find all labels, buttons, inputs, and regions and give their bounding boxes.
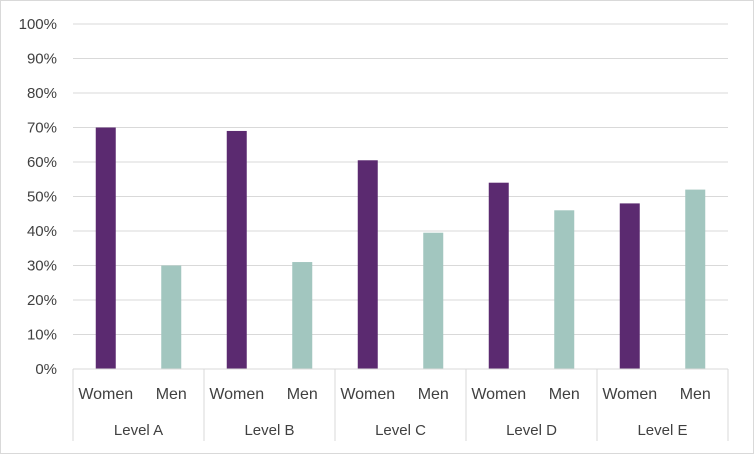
x-group-label: Level A [114,422,163,439]
y-axis-ticks: 0% 10% 20% 30% 40% 50% 60% 70% 80% 90% 100% [19,16,57,378]
x-category-label: Men [287,386,318,403]
bar-level-a-women [95,127,116,369]
bar-level-c-women [357,160,378,369]
gridlines [73,23,728,335]
x-group-label: Level C [375,422,426,439]
x-axis: Women Men Women Men Women Men Women Men Women Men… [72,368,729,441]
y-tick-label: 70% [27,120,57,137]
bar-level-a-men [161,265,182,369]
x-category-label: Men [549,386,580,403]
bar-level-c-men [423,232,444,369]
bar-level-d-men [554,210,575,369]
y-tick-label: 60% [27,154,57,171]
y-tick-label: 10% [27,327,57,344]
x-category-label: Men [156,386,187,403]
x-category-label: Men [680,386,711,403]
y-tick-label: 20% [27,292,57,309]
x-group-label: Level D [506,422,557,439]
x-group-label: Level B [244,422,294,439]
bar-level-e-men [685,189,706,369]
y-tick-label: 80% [27,85,57,102]
x-category-label: Women [471,386,526,403]
x-category-label: Men [418,386,449,403]
y-tick-label: 90% [27,51,57,68]
bar-level-d-women [488,182,509,369]
x-group-label: Level E [637,422,687,439]
y-tick-label: 30% [27,258,57,275]
bar-level-b-men [292,262,313,369]
y-tick-label: 0% [35,361,57,378]
x-category-label: Women [209,386,264,403]
bars [95,127,706,369]
x-category-label: Women [78,386,133,403]
bar-level-e-women [619,203,640,369]
y-tick-label: 40% [27,223,57,240]
y-tick-label: 100% [19,16,57,33]
x-category-label: Women [602,386,657,403]
y-tick-label: 50% [27,189,57,206]
x-category-label: Women [340,386,395,403]
bar-level-b-women [226,130,247,369]
